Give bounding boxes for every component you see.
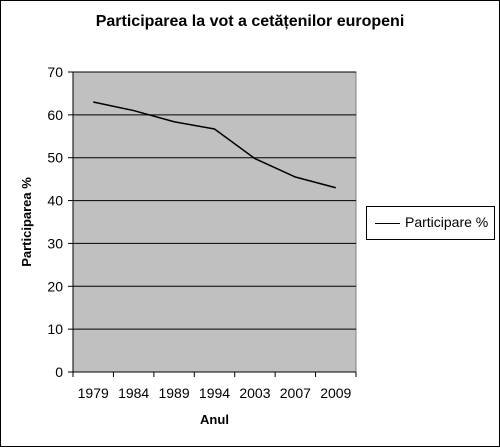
y-tick-label: 0	[55, 364, 63, 380]
x-axis-label: Anul	[200, 412, 229, 427]
y-tick-label: 20	[47, 278, 63, 294]
y-tick-label: 40	[47, 193, 63, 209]
x-tick-labels: 1979 1984 1989 1994 2003 2007 2009	[72, 372, 357, 401]
x-tick-label: 1989	[158, 385, 189, 401]
x-tick-label: 2007	[280, 385, 311, 401]
y-tick-label: 60	[47, 107, 63, 123]
series-group	[93, 101, 336, 189]
chart-title: Participarea la vot a cetățenilor europe…	[95, 13, 405, 30]
y-tick-label: 70	[47, 64, 63, 80]
y-axis-label: Participarea %	[19, 177, 34, 267]
x-tick-label: 2009	[320, 385, 351, 401]
series-line	[93, 101, 336, 189]
x-tick-label: 1984	[118, 385, 149, 401]
legend-label: Participare %	[405, 214, 489, 230]
y-tick-label: 30	[47, 235, 63, 251]
axes	[72, 72, 356, 373]
gridlines	[73, 71, 356, 330]
x-tick-label: 1994	[199, 385, 230, 401]
x-tick-label: 2003	[239, 385, 270, 401]
x-tick-label: 1979	[78, 385, 109, 401]
legend-line-swatch	[375, 223, 400, 224]
legend: Participare %	[366, 206, 495, 240]
y-tick-label: 10	[47, 321, 63, 337]
y-tick-labels: 0 10 20 30 40 50 60 70	[47, 64, 73, 380]
y-tick-label: 50	[47, 150, 63, 166]
plot-area	[72, 71, 357, 373]
